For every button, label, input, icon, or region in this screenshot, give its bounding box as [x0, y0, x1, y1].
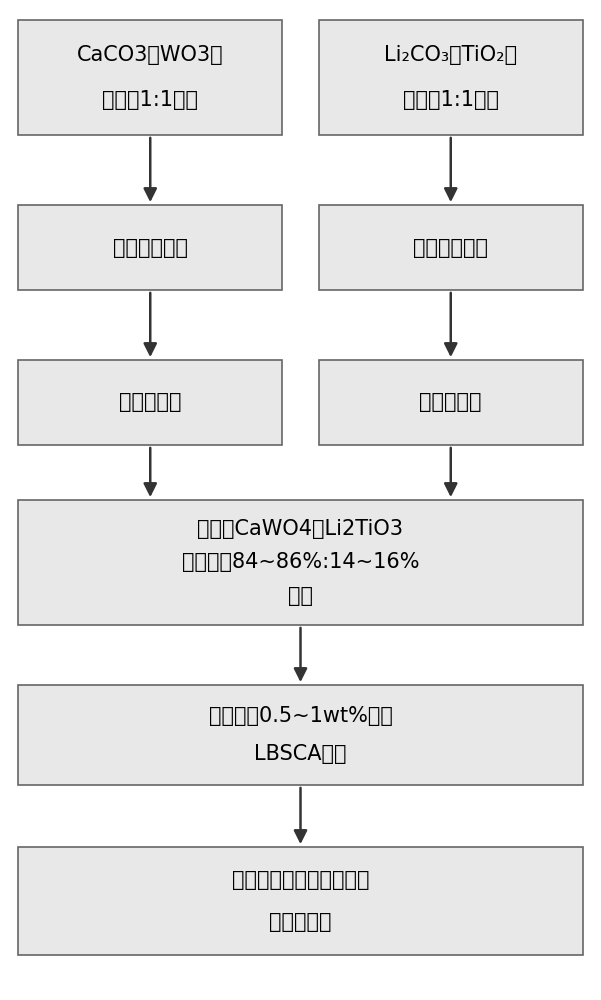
Text: 摩尔比1:1称料: 摩尔比1:1称料 — [102, 90, 198, 110]
FancyBboxPatch shape — [319, 205, 583, 290]
FancyBboxPatch shape — [18, 360, 282, 445]
Text: 烘干、预烧: 烘干、预烧 — [119, 392, 182, 412]
Text: 烘干、预烧: 烘干、预烧 — [419, 392, 482, 412]
FancyBboxPatch shape — [18, 500, 583, 625]
FancyBboxPatch shape — [18, 685, 583, 785]
Text: 一次球磨混料: 一次球磨混料 — [113, 237, 188, 257]
Text: 按重量比84~86%:14~16%: 按重量比84~86%:14~16% — [182, 552, 419, 572]
FancyBboxPatch shape — [18, 847, 583, 955]
FancyBboxPatch shape — [18, 20, 282, 135]
FancyBboxPatch shape — [319, 20, 583, 135]
Text: 二次球磨、烘干、造粒、: 二次球磨、烘干、造粒、 — [232, 870, 369, 890]
Text: 预烧料CaWO4：Li2TiO3: 预烧料CaWO4：Li2TiO3 — [198, 519, 403, 539]
Text: LBSCA玻璃: LBSCA玻璃 — [254, 744, 347, 764]
Text: 摩尔比1:1称料: 摩尔比1:1称料 — [403, 90, 499, 110]
Text: Li₂CO₃和TiO₂按: Li₂CO₃和TiO₂按 — [384, 45, 517, 65]
Text: 成型、烧结: 成型、烧结 — [269, 912, 332, 932]
FancyBboxPatch shape — [319, 360, 583, 445]
Text: CaCO3和WO3按: CaCO3和WO3按 — [77, 45, 224, 65]
FancyBboxPatch shape — [18, 205, 282, 290]
Text: 一次球磨混料: 一次球磨混料 — [413, 237, 488, 257]
Text: 按总重量0.5~1wt%掄杂: 按总重量0.5~1wt%掄杂 — [209, 706, 392, 726]
Text: 混合: 混合 — [288, 586, 313, 606]
